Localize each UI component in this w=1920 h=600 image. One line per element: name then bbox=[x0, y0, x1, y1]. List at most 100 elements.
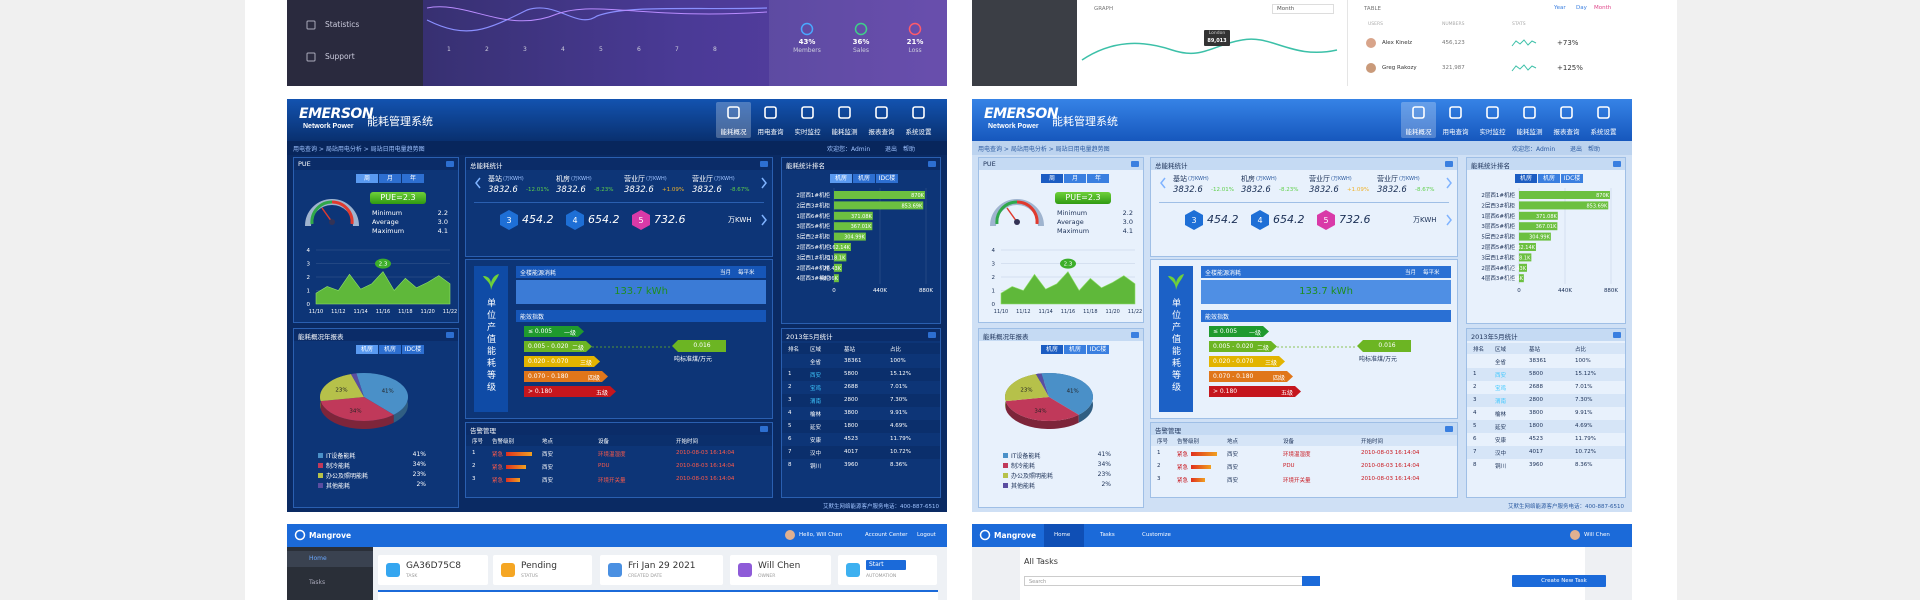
nav-item[interactable]: 能耗监测 bbox=[827, 102, 862, 138]
chevron bbox=[475, 177, 481, 189]
nav-item[interactable]: 能耗概况 bbox=[1401, 102, 1436, 138]
item-name: 机房 bbox=[556, 175, 570, 183]
tab[interactable]: 周 bbox=[1041, 174, 1063, 183]
nav-icon bbox=[1597, 106, 1610, 119]
info-card[interactable]: GA36D75C8 TASK bbox=[378, 555, 488, 585]
user-link[interactable]: 退出 bbox=[885, 146, 898, 153]
user-link[interactable]: 帮助 bbox=[1588, 146, 1601, 153]
nav-item[interactable]: Tasks bbox=[1090, 524, 1126, 547]
tab[interactable]: Month bbox=[1594, 5, 1612, 11]
tab[interactable]: 机房 bbox=[1515, 174, 1537, 183]
hex: 3 bbox=[1185, 210, 1203, 230]
tab[interactable]: 机房 bbox=[830, 174, 852, 183]
table-cell: 西安 bbox=[1495, 373, 1507, 379]
menu-item[interactable]: Support bbox=[325, 52, 355, 61]
user-link: 欢迎您：Admin bbox=[1512, 146, 1556, 153]
info-card[interactable]: Fri Jan 29 2021 CREATED DATE bbox=[600, 555, 723, 585]
thumbnail[interactable]: Statistics Support 1 2 3 4 5 6 7 8 43% Members 36% Sa… bbox=[287, 0, 947, 86]
stat-value: 3.0 bbox=[1122, 218, 1133, 226]
y-tick-label: 3层西5#机柜 bbox=[1481, 222, 1515, 230]
select[interactable]: Month bbox=[1272, 4, 1334, 14]
column-header: 序号 bbox=[472, 439, 484, 445]
tab[interactable]: IDC楼 bbox=[402, 345, 424, 354]
nav-item[interactable]: 报表查询 bbox=[864, 102, 899, 138]
tab[interactable]: 机房 bbox=[853, 174, 875, 183]
tab[interactable]: 月 bbox=[1064, 174, 1086, 183]
user-link[interactable]: 帮助 bbox=[903, 146, 916, 153]
thumbnail[interactable]: Mangrove Home Tasks Customize Will Chen All T… bbox=[972, 524, 1632, 600]
thumbnail[interactable]: EMERSON Network Power 能耗管理系统 能耗概况 用电查询 实时监控 能耗… bbox=[972, 99, 1632, 512]
item-change: -8.23% bbox=[1279, 186, 1299, 193]
nav-item[interactable]: 系统设置 bbox=[1586, 102, 1621, 138]
level-grade: 四级 bbox=[1272, 375, 1285, 382]
consume-box: 133.7 kWh bbox=[516, 280, 766, 304]
thumbnail[interactable]: GRAPH Month London 89,013 TABLE Year Day Month U… bbox=[972, 0, 1632, 86]
consume-per: 每平米 bbox=[738, 270, 755, 276]
item-change: -8.23% bbox=[594, 186, 614, 193]
table-cell: 3800 bbox=[1529, 410, 1543, 416]
index-header: 能效指数 bbox=[516, 310, 766, 322]
tab[interactable]: Day bbox=[1576, 5, 1587, 11]
level-grade: 五级 bbox=[595, 390, 608, 397]
tab[interactable]: 机房 bbox=[1064, 345, 1086, 354]
nav-icon bbox=[912, 106, 925, 119]
bar bbox=[1519, 243, 1536, 251]
thumbnail[interactable]: EMERSON Network Power 能耗管理系统 能耗概况 用电查询 实时监控 能耗… bbox=[287, 99, 947, 512]
nav-item[interactable]: 报表查询 bbox=[1549, 102, 1584, 138]
create-button[interactable]: Create New Task bbox=[1512, 575, 1606, 587]
table-cell: 2688 bbox=[1529, 384, 1543, 390]
legend-label: 办公及照明能耗 bbox=[326, 473, 369, 480]
tab[interactable]: 年 bbox=[402, 174, 424, 183]
nav-item[interactable]: 能耗监测 bbox=[1512, 102, 1547, 138]
total-cell: 38361 bbox=[1529, 358, 1547, 364]
tab[interactable]: Year bbox=[1554, 5, 1566, 11]
account[interactable]: Account Center bbox=[865, 532, 908, 538]
card-label: OWNER bbox=[758, 574, 776, 579]
nav-item[interactable]: 实时监控 bbox=[1475, 102, 1510, 138]
nav-item[interactable]: 用电查询 bbox=[1438, 102, 1473, 138]
tab[interactable]: 机房 bbox=[1538, 174, 1560, 183]
level-arrow: 0.070 - 0.180 四级 bbox=[524, 371, 608, 382]
y-tick-label: 5层西2#机柜 bbox=[1481, 233, 1515, 241]
nav-item[interactable]: 用电查询 bbox=[753, 102, 788, 138]
info-card[interactable]: Pending STATUS bbox=[493, 555, 592, 585]
pie-slice bbox=[350, 373, 364, 397]
info-card[interactable]: Will Chen OWNER bbox=[730, 555, 831, 585]
tab[interactable]: IDC楼 bbox=[1087, 345, 1109, 354]
tab[interactable]: 机房 bbox=[1041, 345, 1063, 354]
info-card[interactable]: Start AUTOMATION bbox=[838, 555, 937, 585]
panel: 单位产值能耗等级 全楼能源消耗 当月 每平米 133.7 kWh 能效指数 ≤ 0.005 一… bbox=[1150, 259, 1458, 419]
header bbox=[287, 524, 947, 547]
tab[interactable]: 机房 bbox=[379, 345, 401, 354]
table-cell: 6 bbox=[788, 436, 792, 442]
nav-item[interactable]: Home bbox=[1044, 524, 1084, 547]
search-input[interactable]: Search bbox=[1024, 576, 1304, 586]
x-tick-label: 3 bbox=[523, 46, 527, 53]
tab[interactable]: 月 bbox=[379, 174, 401, 183]
tab[interactable]: IDC楼 bbox=[876, 174, 898, 183]
nav-item[interactable]: Customize bbox=[1132, 524, 1182, 547]
table-cell: 10.72% bbox=[890, 449, 911, 455]
menu-item[interactable]: Home bbox=[309, 555, 327, 562]
logout[interactable]: Logout bbox=[917, 532, 936, 538]
tab[interactable]: 机房 bbox=[356, 345, 378, 354]
level-range: 0.070 - 0.180 bbox=[528, 373, 569, 380]
nav-item[interactable]: 能耗概况 bbox=[716, 102, 751, 138]
menu-item[interactable]: Tasks bbox=[309, 579, 326, 586]
tab[interactable]: 年 bbox=[1087, 174, 1109, 183]
stat-value: 43% bbox=[798, 38, 816, 46]
nav-item[interactable]: 实时监控 bbox=[790, 102, 825, 138]
avatar bbox=[1366, 38, 1376, 48]
y-tick-label: 5层西2#机柜 bbox=[796, 233, 830, 241]
select[interactable]: Start bbox=[866, 560, 906, 570]
user-link[interactable]: 退出 bbox=[1570, 146, 1583, 153]
thumbnail[interactable]: Mangrove Hello, Will Chen Account Center Lo… bbox=[287, 524, 947, 600]
search-button[interactable] bbox=[1302, 576, 1320, 586]
card-icon bbox=[608, 563, 622, 577]
nav-item[interactable]: 系统设置 bbox=[901, 102, 936, 138]
tab[interactable]: IDC楼 bbox=[1561, 174, 1583, 183]
stat-label: Members bbox=[793, 47, 821, 54]
row-stripe bbox=[1467, 394, 1625, 407]
menu-item[interactable]: Statistics bbox=[325, 20, 360, 29]
tab[interactable]: 周 bbox=[356, 174, 378, 183]
